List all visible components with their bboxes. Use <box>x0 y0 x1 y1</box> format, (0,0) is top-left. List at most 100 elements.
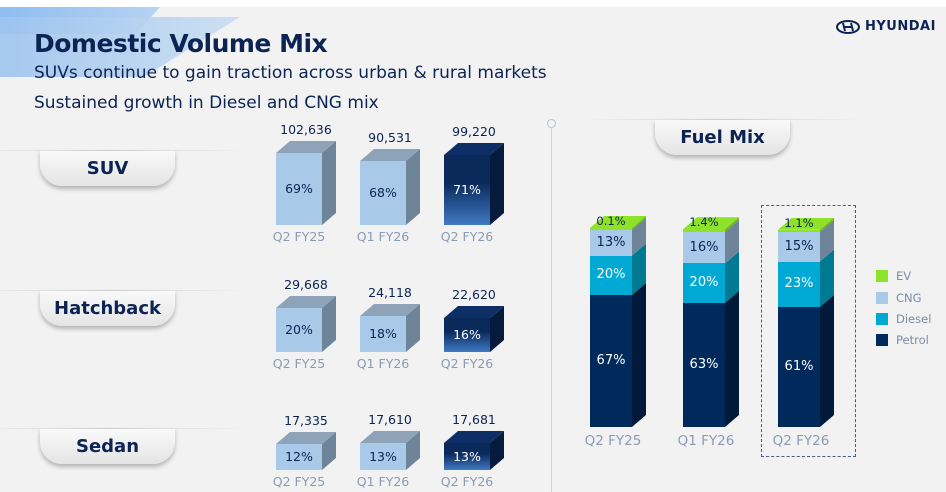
bar-top <box>360 149 420 161</box>
volume-label: 29,668 <box>284 277 328 292</box>
fuel-cng-segment-front <box>683 231 725 264</box>
category-label: Q2 FY25 <box>272 356 326 371</box>
fuel-share-label: 16% <box>689 239 719 255</box>
bar-front <box>276 444 322 470</box>
bar-top <box>276 141 336 153</box>
fuel-share-label: 63% <box>689 356 719 372</box>
fuel-share-label: 13% <box>596 234 626 250</box>
legend-label: Petrol <box>896 333 929 347</box>
fuel-share-label: 1.1% <box>784 215 814 230</box>
fuel-ev-segment-front <box>590 228 632 230</box>
badge-fuel-mix: Fuel Mix <box>585 119 860 155</box>
fuel-diesel-segment-side <box>632 243 646 295</box>
fuel-cng-segment-side <box>820 219 834 262</box>
badge-label: Sedan <box>75 435 140 457</box>
category-label: Q1 FY26 <box>356 356 410 371</box>
bar-side <box>406 149 420 225</box>
fuel-diesel-segment-side <box>820 249 834 307</box>
subtitle-1: SUVs continue to gain traction across ur… <box>34 63 547 83</box>
fuel-share-label: 0.1% <box>596 214 626 228</box>
volume-label: 22,620 <box>452 287 496 302</box>
bar-top <box>360 304 420 316</box>
fuel-petrol-segment-side <box>632 283 646 427</box>
bar-side <box>490 431 504 470</box>
legend-diesel: Diesel <box>876 312 931 326</box>
slide: Domestic Volume Mix SUVs continue to gai… <box>0 7 946 492</box>
fuel-ev-segment-top <box>683 217 739 230</box>
volume-label: 17,681 <box>452 412 496 427</box>
share-label: 16% <box>453 327 481 342</box>
legend-cng: CNG <box>876 291 922 305</box>
legend-swatch <box>876 270 888 282</box>
bar-side <box>406 304 420 352</box>
fuel-ev-segment-front <box>683 229 725 232</box>
fuel-cng-segment-side <box>725 219 739 264</box>
bar-top <box>276 432 336 444</box>
fuel-petrol-segment-front <box>590 295 632 427</box>
fuel-diesel-segment-front <box>590 255 632 295</box>
category-label: Q2 FY26 <box>440 229 494 244</box>
logo-text: HYUNDAI <box>865 19 936 34</box>
legend-ev: EV <box>876 269 911 283</box>
bar-side <box>322 432 336 470</box>
bar-front <box>276 308 322 352</box>
highlight-box <box>761 205 856 457</box>
category-label: Q2 FY26 <box>440 356 494 371</box>
bar-side <box>490 143 504 225</box>
legend-label: Diesel <box>896 312 932 326</box>
badge-label: SUV <box>86 157 129 179</box>
share-label: 13% <box>453 448 481 464</box>
legend-swatch <box>876 292 888 304</box>
fuel-petrol-segment-front <box>778 306 820 427</box>
badge-sedan: Sedan <box>0 428 245 464</box>
badge-suv: SUV <box>0 150 245 186</box>
share-label: 12% <box>285 449 313 464</box>
bar-front <box>444 443 490 470</box>
category-label: Q1 FY26 <box>677 433 735 449</box>
fuel-share-label: 67% <box>596 353 626 368</box>
bar-top <box>360 431 420 443</box>
fuel-petrol-segment-side <box>820 294 834 427</box>
bar-top <box>444 431 504 443</box>
fuel-petrol-segment-side <box>725 290 739 427</box>
legend-swatch <box>876 334 888 346</box>
legend-swatch <box>876 313 888 325</box>
bar-side <box>490 306 504 352</box>
volume-label: 102,636 <box>280 122 332 137</box>
fuel-share-label: 1.4% <box>689 215 719 230</box>
fuel-ev-segment-front <box>778 229 820 232</box>
share-label: 69% <box>285 181 313 196</box>
divider-dot <box>547 119 556 128</box>
fuel-share-label: 20% <box>689 275 719 291</box>
legend-petrol: Petrol <box>876 333 929 347</box>
legend-label: EV <box>896 269 912 283</box>
fuel-share-label: 61% <box>784 358 814 374</box>
fuel-cng-segment-front <box>778 231 820 262</box>
fuel-share-label: 15% <box>784 238 814 254</box>
hyundai-logo: HYUNDAI <box>836 19 936 34</box>
category-label: Q2 FY25 <box>272 229 326 244</box>
badge-hatchback: Hatchback <box>0 290 245 326</box>
legend-label: CNG <box>896 291 922 305</box>
bar-front <box>360 161 406 225</box>
fuel-ev-segment-top <box>590 216 646 228</box>
fuel-ev-segment-top <box>778 217 834 230</box>
share-label: 71% <box>453 182 481 197</box>
fuel-share-label: 20% <box>596 267 626 283</box>
category-label: Q2 FY25 <box>584 433 642 449</box>
hyundai-emblem-icon <box>836 19 860 34</box>
category-label: Q2 FY25 <box>272 474 326 489</box>
bar-front <box>444 318 490 352</box>
category-label: Q2 FY26 <box>772 433 830 449</box>
bar-front <box>276 153 322 225</box>
volume-label: 99,220 <box>452 124 496 139</box>
share-label: 18% <box>369 326 397 341</box>
fuel-share-label: 23% <box>784 276 814 292</box>
category-label: Q2 FY26 <box>440 474 494 489</box>
fuel-diesel-segment-front <box>683 263 725 303</box>
volume-label: 90,531 <box>368 130 412 145</box>
subtitle-2: Sustained growth in Diesel and CNG mix <box>34 93 379 113</box>
bar-top <box>444 143 504 155</box>
volume-label: 17,335 <box>284 413 328 428</box>
volume-label: 17,610 <box>368 412 412 427</box>
